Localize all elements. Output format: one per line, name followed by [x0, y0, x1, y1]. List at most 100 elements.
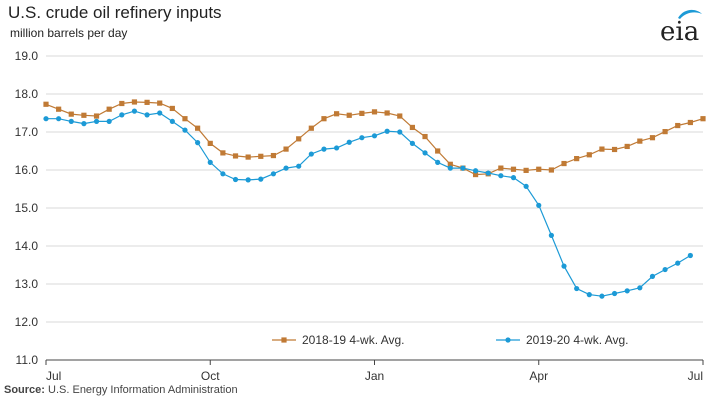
x-tick-label: Jul	[46, 369, 61, 383]
data-point	[662, 129, 668, 135]
data-point	[232, 176, 239, 183]
data-point	[637, 138, 643, 144]
data-point	[624, 143, 630, 150]
data-point	[422, 150, 428, 156]
data-point	[675, 122, 681, 129]
x-tick-label: Jul	[688, 369, 703, 383]
y-tick-label: 14.0	[15, 239, 39, 253]
data-point	[93, 118, 100, 124]
data-point	[270, 152, 277, 159]
y-tick-label: 13.0	[15, 277, 39, 291]
data-point	[397, 113, 403, 119]
data-point	[169, 105, 175, 112]
x-tick-label: Apr	[529, 369, 548, 383]
data-point	[548, 232, 554, 238]
y-tick-label: 12.0	[15, 315, 39, 329]
data-point	[561, 263, 567, 269]
x-axis-tick-labels: Jul Oct Jan Apr Jul	[45, 360, 704, 383]
data-point	[144, 112, 150, 118]
data-point	[106, 118, 112, 124]
data-point	[296, 163, 302, 169]
y-tick-label: 11.0	[16, 353, 39, 367]
eia-logo: eia	[660, 9, 702, 46]
data-point	[245, 154, 251, 160]
data-point	[346, 139, 352, 145]
data-point	[195, 125, 201, 131]
y-axis-tick-labels: 11.0 12.0 13.0 14.0 15.0 16.0 17.0 18.0 19.0	[15, 49, 39, 367]
data-point	[472, 171, 479, 178]
data-point	[637, 285, 643, 291]
data-point	[321, 146, 327, 152]
y-tick-label: 18.0	[15, 87, 39, 101]
series-lines	[43, 99, 706, 299]
data-point	[687, 252, 693, 259]
data-point	[574, 156, 580, 162]
y-tick-label: 17.0	[15, 125, 39, 139]
data-point	[574, 285, 580, 292]
data-point	[447, 161, 453, 167]
data-point	[359, 135, 365, 141]
data-point	[258, 176, 264, 182]
data-point	[384, 110, 390, 116]
data-point	[207, 140, 213, 146]
data-point	[308, 151, 314, 157]
data-point	[157, 110, 163, 116]
data-point	[93, 113, 100, 119]
data-point	[81, 121, 87, 127]
data-point	[195, 140, 201, 146]
data-point	[258, 153, 264, 159]
x-tick-label: Jan	[365, 369, 384, 383]
data-point	[131, 99, 138, 105]
series-2	[43, 108, 693, 299]
y-tick-label: 16.0	[15, 163, 39, 177]
data-point	[700, 116, 706, 122]
data-point	[182, 116, 188, 122]
data-point	[157, 100, 163, 106]
data-point	[498, 165, 504, 171]
data-point	[460, 165, 466, 171]
data-point	[675, 260, 681, 266]
data-point	[435, 159, 441, 165]
data-point	[333, 111, 340, 117]
legend-item: 2019-20 4-wk. Avg.	[496, 333, 629, 347]
source-note: Source: U.S. Energy Information Administ…	[4, 384, 238, 396]
data-point	[586, 152, 592, 158]
data-point	[485, 170, 491, 176]
legend-label: 2018-19 4-wk. Avg.	[302, 333, 405, 347]
y-axis-unit-label: million barrels per day	[10, 26, 128, 40]
data-point	[232, 153, 239, 159]
data-point	[371, 109, 378, 115]
data-point	[245, 177, 251, 183]
data-point	[359, 110, 365, 116]
data-point	[510, 175, 517, 181]
data-point	[687, 119, 693, 126]
source-text: U.S. Energy Information Administration	[48, 384, 238, 396]
data-point	[536, 166, 542, 172]
data-point	[371, 133, 378, 139]
data-point	[422, 133, 428, 140]
data-point	[662, 266, 668, 273]
source-label: Source:	[4, 384, 45, 396]
data-point	[599, 146, 605, 152]
data-point	[624, 288, 630, 294]
data-point	[472, 168, 479, 174]
y-tick-label: 15.0	[15, 201, 39, 215]
data-point	[56, 106, 62, 112]
data-point	[397, 129, 403, 135]
data-point	[333, 145, 340, 151]
data-point	[409, 140, 416, 146]
data-point	[447, 165, 453, 171]
legend-item: 2018-19 4-wk. Avg.	[272, 333, 405, 347]
chart-title: U.S. crude oil refinery inputs	[8, 3, 222, 22]
data-point	[649, 273, 656, 279]
data-point	[611, 290, 618, 297]
gridlines	[46, 55, 703, 323]
data-point	[131, 108, 138, 114]
data-point	[384, 128, 390, 134]
data-point	[119, 112, 125, 118]
data-point	[498, 173, 504, 179]
data-point	[308, 125, 314, 131]
data-point	[220, 171, 226, 177]
legend-swatch-marker	[505, 337, 511, 343]
